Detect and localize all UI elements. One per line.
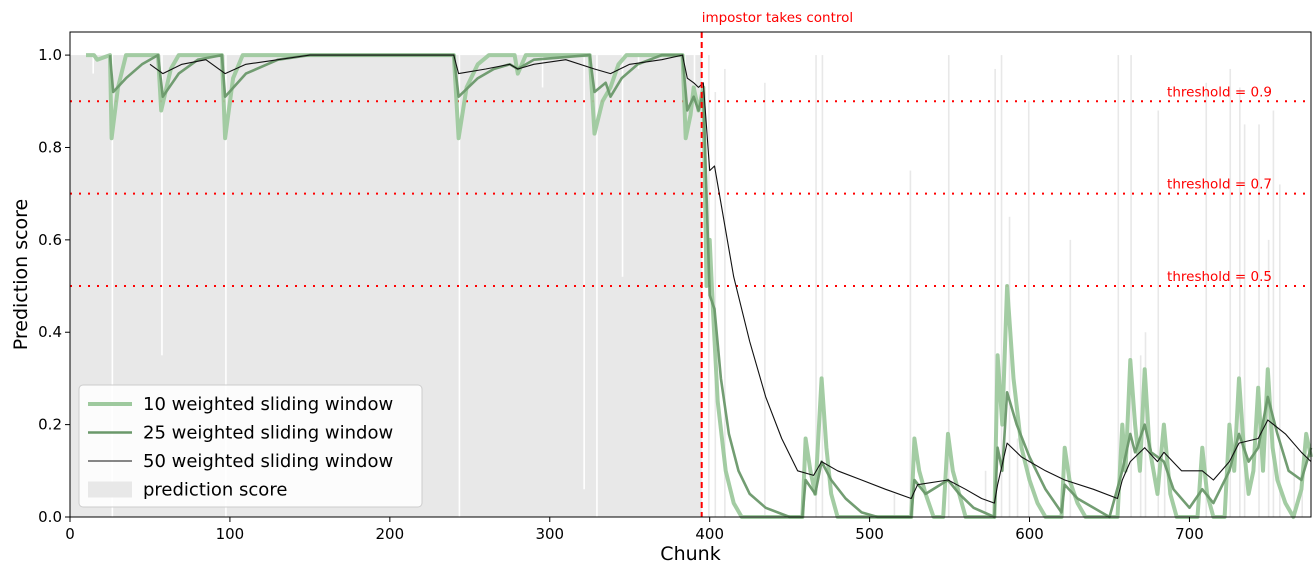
prediction-bar [1239,87,1241,517]
prediction-bar-dip [596,55,598,517]
x-tick-label: 600 [1015,525,1044,543]
x-tick-label: 400 [695,525,724,543]
prediction-bar-dip [541,55,544,88]
prediction-bar-dip [225,55,227,517]
y-tick-label: 1.0 [38,46,62,64]
x-tick-label: 0 [65,525,75,543]
prediction-bar [994,68,996,517]
series-line [149,54,1312,504]
prediction-bar [1130,55,1132,517]
legend: 10 weighted sliding window 25 weighted sl… [78,384,423,508]
legend-label: 10 weighted sliding window [143,394,393,415]
threshold-label: threshold = 0.9 [1167,84,1272,100]
y-tick-label: 0.0 [38,508,62,526]
prediction-bar [1243,124,1246,517]
prediction-bar [724,68,726,517]
prediction-bar [1258,124,1260,517]
prediction-bar [1027,101,1030,518]
threshold-lines: threshold = 0.9 threshold = 0.7 threshold … [70,84,1311,288]
prediction-bar [947,55,950,517]
x-tick-label: 200 [376,525,405,543]
legend-box [78,384,423,508]
series-line [108,53,1313,519]
legend-label: 25 weighted sliding window [143,423,393,444]
prediction-bar [984,470,987,517]
axes: 0 100 200 300 400 500 600 700 0.0 0.2 0.4 0.6 0.8 1.0 [38,46,1204,543]
series-lines [86,53,1313,519]
prediction-bar-dip [161,55,163,356]
prediction-bar [1205,82,1208,518]
prediction-bar-dip [621,55,624,277]
x-tick-label: 700 [1175,525,1204,543]
prediction-bar [714,92,717,518]
x-axis-label: Chunk [660,543,720,565]
x-tick-label: 500 [855,525,884,543]
prediction-bar-dip [583,55,585,490]
prediction-bar [815,55,817,517]
threshold-label: threshold = 0.5 [1167,269,1272,285]
x-tick-label: 300 [535,525,564,543]
prediction-bar [893,493,896,517]
y-tick-label: 0.8 [38,138,62,156]
y-axis-label: Prediction score [10,199,32,350]
prediction-bar [1157,110,1160,518]
legend-label: prediction score [143,480,287,501]
prediction-bar [1301,470,1304,517]
legend-label: 50 weighted sliding window [143,451,393,472]
y-tick-label: 0.6 [38,231,62,249]
x-tick-label: 100 [216,525,245,543]
prediction-bar-dip [92,55,94,74]
prediction-bar-dip [637,55,640,69]
legend-swatch [88,481,132,498]
prediction-bar [1016,438,1019,517]
prediction-bar [821,55,824,517]
prediction-bar-dip [111,55,114,517]
prediction-bar-dip [458,55,461,517]
threshold-label: threshold = 0.7 [1167,177,1272,193]
y-tick-label: 0.4 [38,323,62,341]
prediction-bar [909,170,912,518]
prediction-bar [764,82,766,518]
prediction-bar [1117,55,1120,517]
prediction-bar [1000,55,1003,517]
prediction-bar [1293,447,1296,517]
prediction-bar [1229,68,1232,517]
impostor-label: impostor takes control [702,10,854,26]
prediction-bar-dip [693,55,696,102]
prediction-bar [1008,216,1011,517]
plot-frame [69,31,1312,518]
y-tick-label: 0.2 [38,416,62,434]
prediction-bar [1069,239,1072,517]
prediction-bar [1163,461,1166,517]
prediction-bar [1272,110,1275,518]
prediction-bar [1279,184,1281,517]
